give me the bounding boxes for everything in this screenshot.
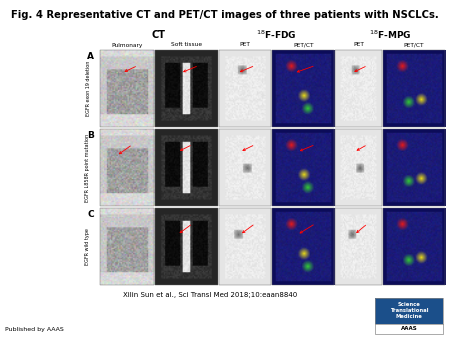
Text: Published by AAAS: Published by AAAS — [5, 327, 64, 332]
Text: $^{18}$F-FDG: $^{18}$F-FDG — [256, 29, 297, 41]
Text: AAAS: AAAS — [400, 327, 418, 332]
Bar — [375, 298, 443, 324]
Bar — [272, 129, 334, 206]
Text: PET: PET — [353, 43, 364, 48]
Bar — [219, 129, 271, 206]
Text: $^{18}$F-MPG: $^{18}$F-MPG — [369, 29, 411, 41]
Bar — [382, 129, 445, 206]
Text: Pulmonary: Pulmonary — [112, 43, 143, 48]
Bar — [219, 50, 271, 127]
Bar — [335, 208, 382, 285]
Bar — [155, 50, 218, 127]
Text: Soft tissue: Soft tissue — [171, 43, 202, 48]
Bar — [100, 129, 154, 206]
Text: C: C — [87, 210, 94, 219]
Text: EGFR L858R point mutation: EGFR L858R point mutation — [86, 134, 90, 201]
Bar — [382, 208, 445, 285]
Bar — [375, 298, 443, 334]
Bar — [155, 208, 218, 285]
Text: CT: CT — [152, 30, 166, 40]
Bar — [155, 129, 218, 206]
Text: Fig. 4 Representative CT and PET/CT images of three patients with NSCLCs.: Fig. 4 Representative CT and PET/CT imag… — [11, 10, 439, 20]
Text: EGFR exon 19 deletion: EGFR exon 19 deletion — [86, 61, 90, 116]
Text: Science
Translational
Medicine: Science Translational Medicine — [390, 302, 428, 319]
Bar — [335, 129, 382, 206]
Text: PET/CT: PET/CT — [404, 43, 424, 48]
Bar — [375, 324, 443, 334]
Text: Xilin Sun et al., Sci Transl Med 2018;10:eaan8840: Xilin Sun et al., Sci Transl Med 2018;10… — [123, 292, 297, 298]
Bar — [382, 50, 445, 127]
Bar — [219, 208, 271, 285]
Bar — [100, 208, 154, 285]
Text: A: A — [87, 52, 94, 61]
Bar — [272, 208, 334, 285]
Bar — [272, 50, 334, 127]
Text: PET/CT: PET/CT — [293, 43, 314, 48]
Text: EGFR wild type: EGFR wild type — [86, 228, 90, 265]
Text: PET: PET — [239, 43, 250, 48]
Bar — [335, 50, 382, 127]
Text: B: B — [87, 131, 94, 140]
Bar — [100, 50, 154, 127]
